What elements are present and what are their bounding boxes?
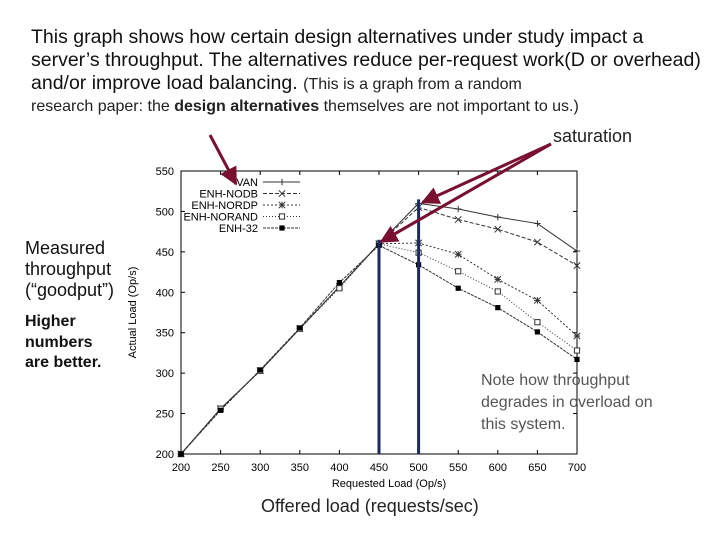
data-point	[573, 347, 581, 354]
saturation-label: saturation	[553, 126, 633, 146]
intro-line1: This graph shows how certain design alte…	[31, 26, 701, 94]
intro-note-b: themselves are not important to us.)	[319, 98, 579, 115]
data-point	[455, 285, 461, 291]
data-point	[534, 319, 541, 326]
x-tick-label: 650	[528, 462, 546, 474]
data-point	[336, 285, 343, 292]
legend-label: ENH-32	[219, 223, 258, 235]
measured-throughput-label: Measured throughput (“goodput”)	[25, 238, 135, 301]
data-point	[494, 213, 501, 221]
x-tick-label: 250	[211, 462, 229, 474]
data-point	[495, 305, 501, 311]
data-point	[494, 288, 501, 295]
data-point	[494, 275, 502, 283]
measured-text: Measured throughput (“goodput”)	[25, 238, 115, 300]
data-point	[455, 268, 462, 275]
data-point	[494, 225, 502, 233]
data-point	[573, 332, 581, 340]
plot-area: 200 250 300 350 400 450 500 550 600 650 700 200 250 3…	[127, 166, 586, 490]
x-tick-label: 500	[409, 462, 427, 474]
saturation-arrow-450	[379, 142, 552, 244]
legend-marker	[278, 178, 286, 186]
data-point	[533, 238, 541, 246]
data-point	[454, 250, 462, 258]
higher-better-label: Higher numbers are better.	[25, 312, 120, 374]
data-point	[574, 356, 580, 362]
data-point	[297, 325, 303, 331]
legend-marker	[278, 213, 286, 220]
legend-label: ENH-NODB	[199, 189, 258, 201]
offered-load-label: Offered load (requests/sec)	[261, 496, 479, 516]
y-tick-label: 450	[156, 247, 174, 259]
x-tick-label: 400	[330, 462, 348, 474]
data-point	[533, 296, 541, 304]
legend-marker	[278, 189, 286, 198]
y-tick-label: 550	[156, 166, 174, 178]
overload-note: Note how throughput degrades in overload…	[481, 372, 653, 433]
x-tick-label: 450	[370, 462, 388, 474]
higher-text: Higher numbers are better.	[25, 313, 102, 371]
intro-text: This graph shows how certain design alte…	[31, 26, 701, 96]
y-axis-title: Actual Load (Op/s)	[127, 267, 139, 359]
legend-arrow	[208, 134, 238, 186]
legend-marker	[279, 225, 285, 231]
data-point	[573, 247, 581, 255]
data-point	[178, 451, 184, 457]
data-point	[455, 205, 462, 213]
x-axis-title: Requested Load (Op/s)	[332, 478, 446, 490]
y-tick-label: 350	[156, 328, 174, 340]
intro-note: research paper: the design alternatives …	[31, 98, 579, 116]
legend-marker	[278, 201, 286, 209]
intro-note-bold: design alternatives	[174, 98, 320, 115]
y-tick-label: 500	[156, 206, 174, 218]
x-tick-label: 350	[291, 462, 309, 474]
x-tick-label: 300	[251, 462, 269, 474]
y-tick-label: 300	[156, 368, 174, 380]
legend-label: VAN	[236, 177, 258, 189]
legend-label: ENH-NORDP	[191, 200, 258, 212]
x-tick-label: 600	[489, 462, 507, 474]
data-point	[534, 220, 541, 227]
annotation-arrows	[208, 134, 552, 244]
data-point	[257, 367, 263, 373]
series-line	[180, 244, 578, 455]
legend-label: ENH-NORAND	[183, 212, 258, 224]
data-point	[534, 329, 540, 335]
y-tick-label: 200	[156, 449, 174, 461]
data-point	[454, 215, 462, 224]
data-point	[218, 407, 224, 413]
data-point	[336, 279, 342, 286]
x-tick-label: 550	[449, 462, 467, 474]
intro-line1-small: (This is a graph from a random	[303, 76, 522, 93]
x-tick-label: 700	[568, 462, 586, 474]
x-tick-label: 200	[172, 462, 190, 474]
intro-note-a: research paper: the	[31, 98, 175, 115]
data-point	[573, 262, 581, 270]
saturation-arrow-500	[420, 142, 552, 204]
y-tick-label: 400	[156, 287, 174, 299]
y-tick-label: 250	[156, 409, 174, 421]
